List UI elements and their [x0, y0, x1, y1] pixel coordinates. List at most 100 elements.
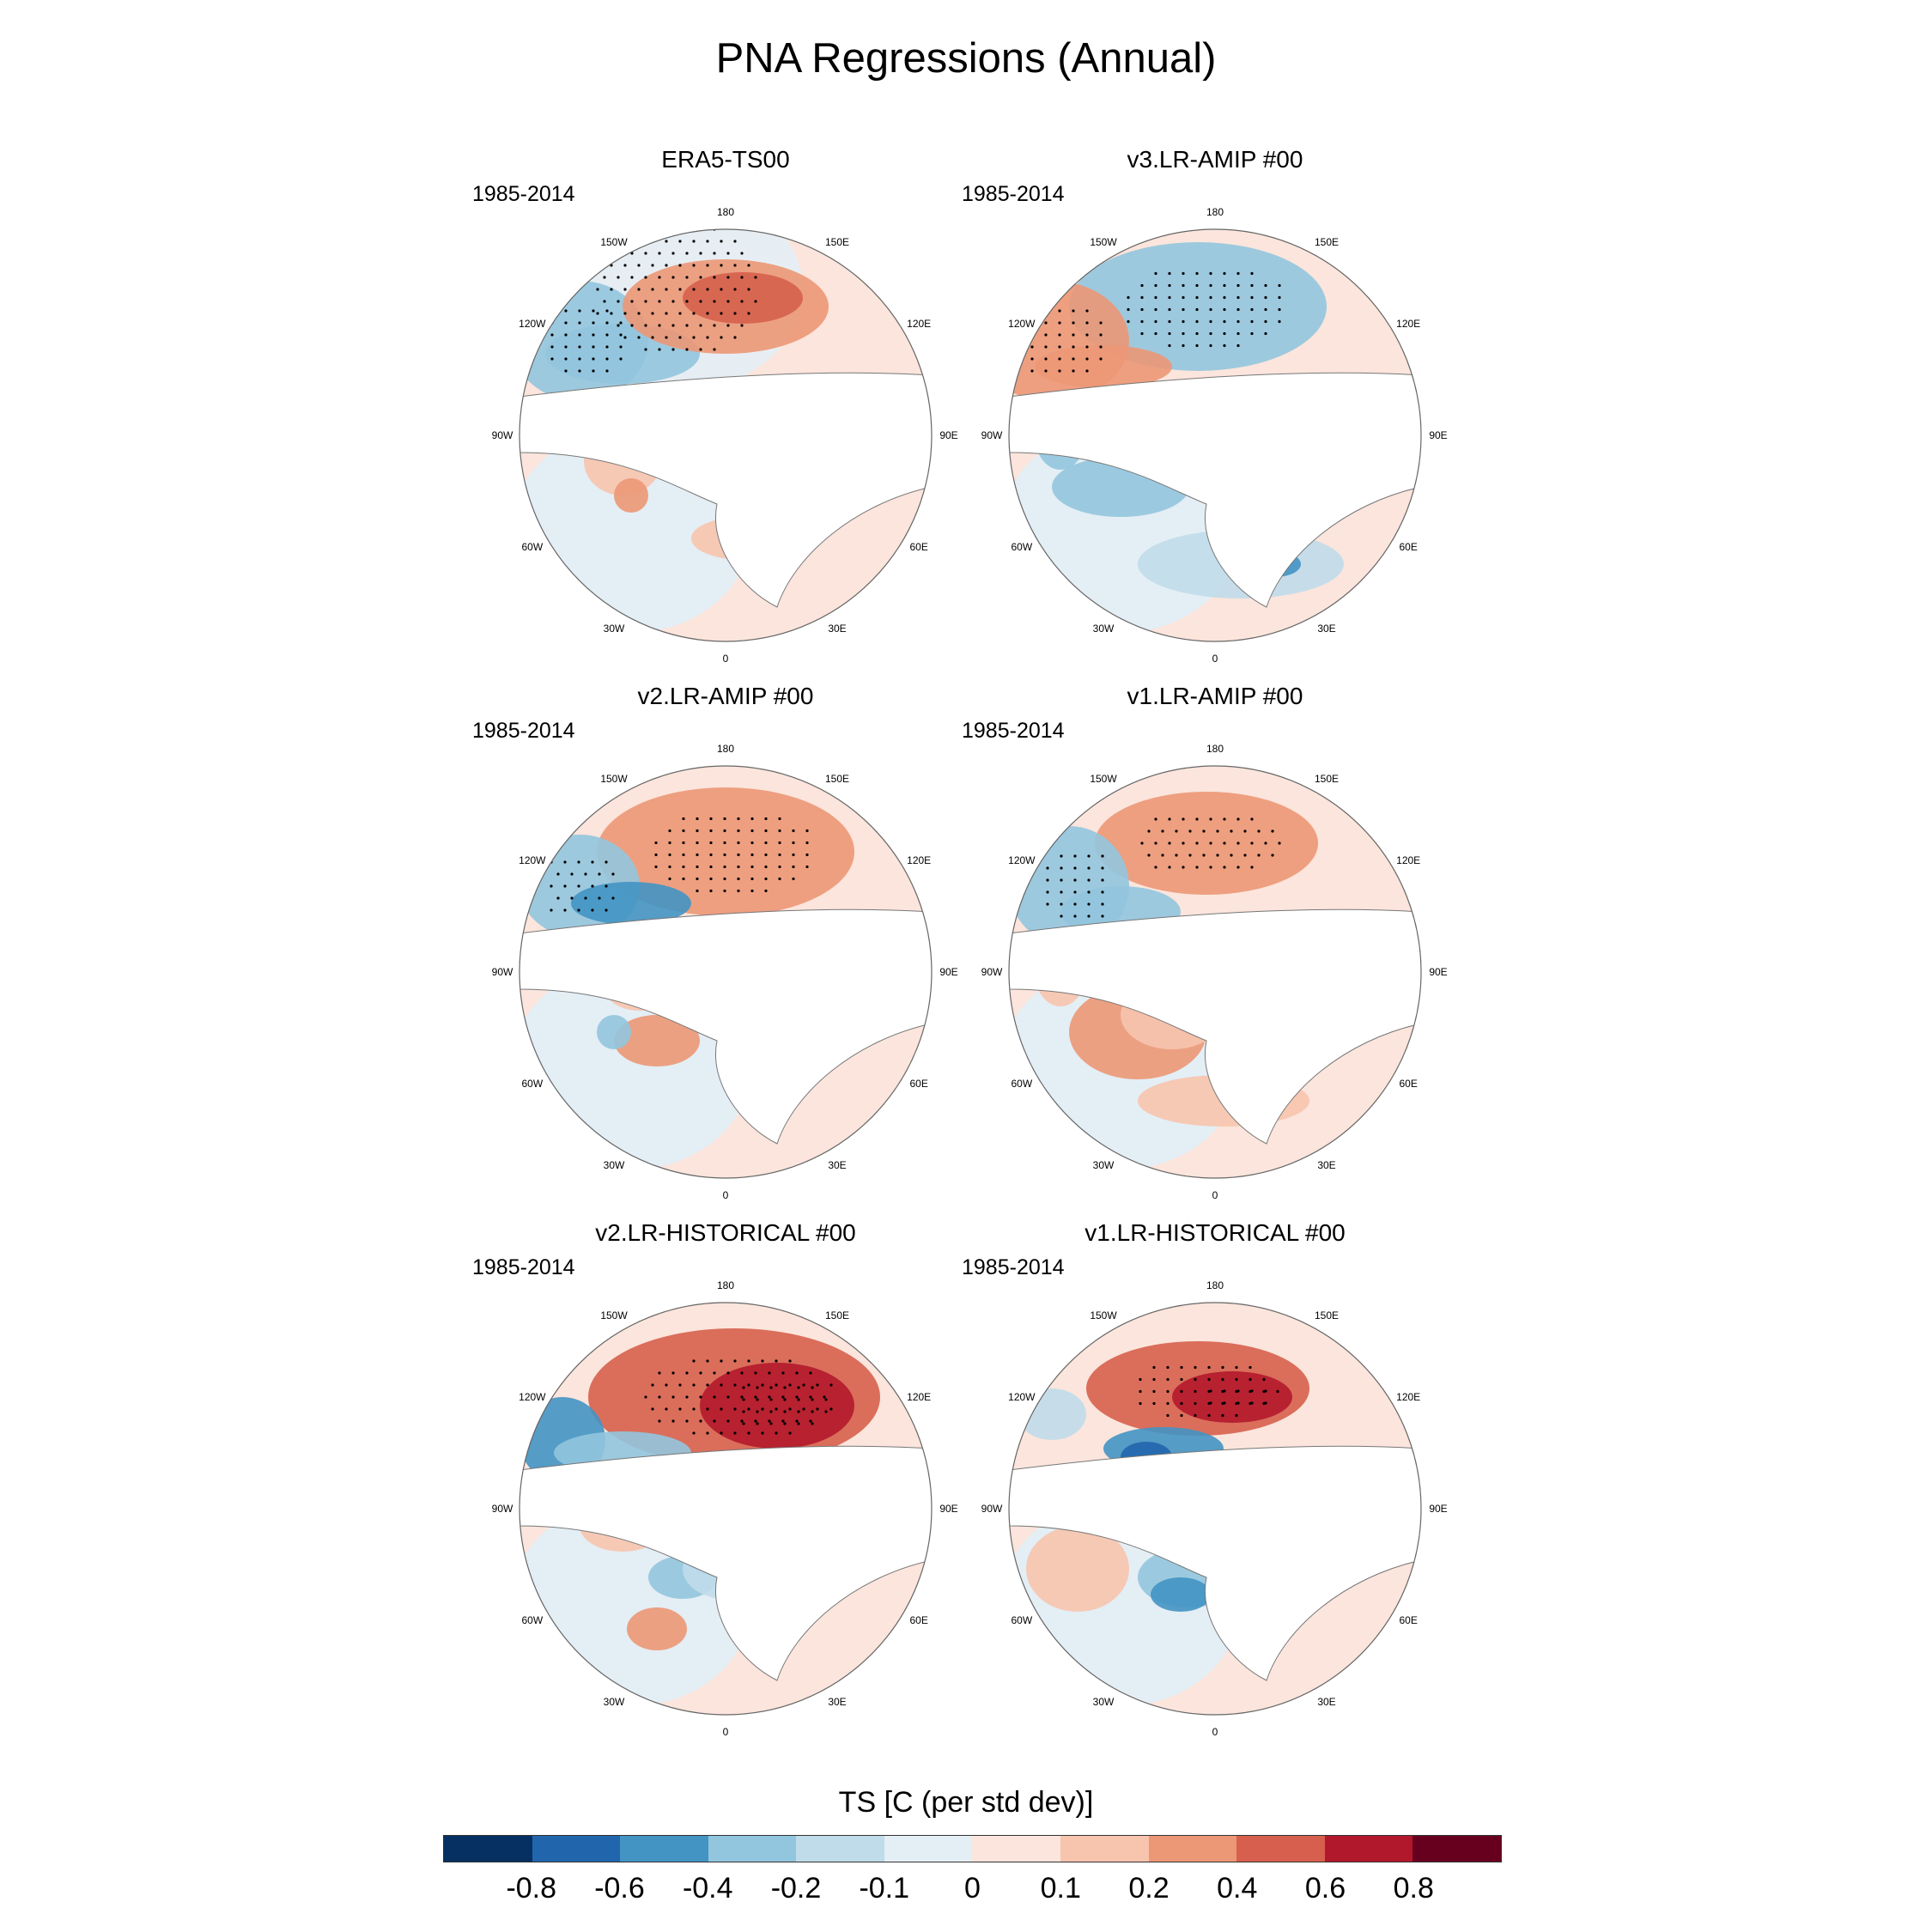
regression-region [1151, 1577, 1211, 1612]
map-panel-v3-amip: v3.LR-AMIP #00 1985-2014 180 150E 120E 90E 6… [914, 146, 1516, 665]
panel-title: ERA5-TS00 [661, 146, 790, 173]
panel-period: 1985-2014 [472, 1255, 575, 1279]
land-mask [1009, 372, 1421, 608]
regression-region [1172, 1371, 1292, 1423]
longitude-label: 150E [825, 236, 849, 248]
map-panel-v1-historical: v1.LR-HISTORICAL #00 1985-2014 180 150E 12… [914, 1219, 1516, 1738]
longitude-label: 120W [519, 318, 546, 330]
polar-map: 180 150E 120E 90E 60E 30E 0 30W 60W 90W 120W 150W [981, 1279, 1448, 1738]
longitude-label: 180 [717, 743, 734, 755]
map-border [519, 1302, 933, 1716]
panel-title: v1.LR-HISTORICAL #00 [1084, 1219, 1346, 1246]
regression-region [1095, 792, 1318, 895]
longitude-label: 30E [828, 623, 846, 635]
longitude-label: 0 [723, 1726, 729, 1738]
colorbar [443, 1835, 1502, 1862]
longitude-label: 60W [1011, 1078, 1032, 1090]
longitude-label: 30E [828, 1159, 846, 1171]
regression-region [614, 1015, 700, 1066]
map-panel-v1-amip: v1.LR-AMIP #00 1985-2014 180 150E 120E 90E 6… [914, 683, 1516, 1201]
panel-title: v1.LR-AMIP #00 [1127, 683, 1303, 709]
significance-stippling [644, 1359, 833, 1435]
panel-title: v3.LR-AMIP #00 [1127, 146, 1303, 173]
significance-stippling [550, 817, 809, 912]
longitude-label: 90W [981, 1503, 1003, 1515]
polar-map: 180 150E 120E 90E 60E 30E 0 30W 60W 90W 120W 150W [981, 743, 1448, 1201]
longitude-label: 60W [1011, 1614, 1032, 1626]
longitude-label: 90W [981, 429, 1003, 441]
longitude-label: 90E [1429, 1503, 1447, 1515]
longitude-label: 180 [717, 206, 734, 218]
regression-region [614, 478, 648, 513]
colorbar-tick-label: -0.2 [770, 1872, 822, 1905]
longitude-label: 60W [1011, 541, 1032, 553]
longitude-label: 120E [907, 1391, 931, 1403]
longitude-label: 120E [1396, 1391, 1420, 1403]
longitude-label: 60E [909, 541, 927, 553]
colorbar-swatch [1148, 1836, 1237, 1862]
longitude-label: 0 [723, 1189, 729, 1201]
significance-stippling [550, 229, 757, 373]
longitude-label: 0 [723, 653, 729, 665]
polar-map: 180 150E 120E 90E 60E 30E 0 30W 60W 90W 120W 150W [492, 743, 958, 1201]
regression-region [571, 882, 691, 925]
longitude-label: 150W [600, 236, 628, 248]
land-mask [1009, 1445, 1421, 1681]
longitude-label: 180 [1206, 206, 1224, 218]
figure-title: PNA Regressions (Annual) [715, 35, 1217, 82]
longitude-label: 60W [521, 1614, 543, 1626]
regression-region [1026, 1526, 1129, 1612]
longitude-label: 180 [717, 1279, 734, 1291]
longitude-label: 150W [600, 1309, 628, 1321]
map-border [1008, 1302, 1422, 1716]
colorbar-swatch [620, 1836, 708, 1862]
colorbar-tick-labels: -0.8 -0.6 -0.4 -0.2 -0.1 0 0.1 0.2 0.4 0.6 0.8 [443, 1872, 1502, 1906]
longitude-label: 90E [1429, 429, 1447, 441]
longitude-label: 120W [519, 854, 546, 866]
longitude-label: 30W [1093, 623, 1115, 635]
colorbar-swatch [532, 1836, 621, 1862]
regression-region [597, 787, 854, 916]
colorbar-tick-label: -0.1 [859, 1872, 910, 1905]
longitude-label: 60E [1399, 541, 1417, 553]
longitude-label: 30E [1317, 1696, 1335, 1708]
colorbar-tick-label: 0.2 [1128, 1872, 1170, 1905]
colorbar-tick-label: 0.6 [1304, 1872, 1346, 1905]
longitude-label: 150E [1315, 1309, 1339, 1321]
longitude-label: 120E [907, 854, 931, 866]
longitude-label: 150E [825, 773, 849, 785]
longitude-label: 90E [939, 429, 957, 441]
regression-region [1069, 242, 1327, 371]
longitude-label: 0 [1212, 1189, 1218, 1201]
longitude-label: 0 [1212, 1726, 1218, 1738]
longitude-label: 90W [981, 966, 1003, 978]
map-border [1008, 228, 1422, 642]
longitude-label: 120W [1008, 318, 1036, 330]
panel-period: 1985-2014 [962, 1255, 1065, 1279]
longitude-label: 60E [909, 1078, 927, 1090]
longitude-label: 150W [1090, 773, 1117, 785]
longitude-label: 60W [521, 1078, 543, 1090]
colorbar-swatch [796, 1836, 884, 1862]
longitude-label: 30E [1317, 1159, 1335, 1171]
longitude-label: 0 [1212, 653, 1218, 665]
longitude-label: 150E [1315, 236, 1339, 248]
land-mask [519, 1445, 932, 1681]
colorbar-tick-label: 0.1 [1040, 1872, 1081, 1905]
longitude-label: 60E [1399, 1614, 1417, 1626]
longitude-label: 120E [1396, 318, 1420, 330]
panel-period: 1985-2014 [472, 182, 575, 206]
longitude-label: 90W [492, 1503, 513, 1515]
panel-period: 1985-2014 [962, 719, 1065, 743]
longitude-label: 150E [1315, 773, 1339, 785]
longitude-label: 90W [492, 429, 513, 441]
longitude-label: 150W [1090, 236, 1117, 248]
longitude-label: 90W [492, 966, 513, 978]
colorbar-swatch [1060, 1836, 1149, 1862]
colorbar-tick-label: 0.4 [1217, 1872, 1258, 1905]
regression-region [700, 1363, 854, 1449]
map-border [519, 228, 933, 642]
longitude-label: 180 [1206, 1279, 1224, 1291]
polar-map: 180 150E 120E 90E 60E 30E 0 30W 60W 90W 120W 150W [981, 206, 1448, 665]
longitude-label: 30E [1317, 623, 1335, 635]
